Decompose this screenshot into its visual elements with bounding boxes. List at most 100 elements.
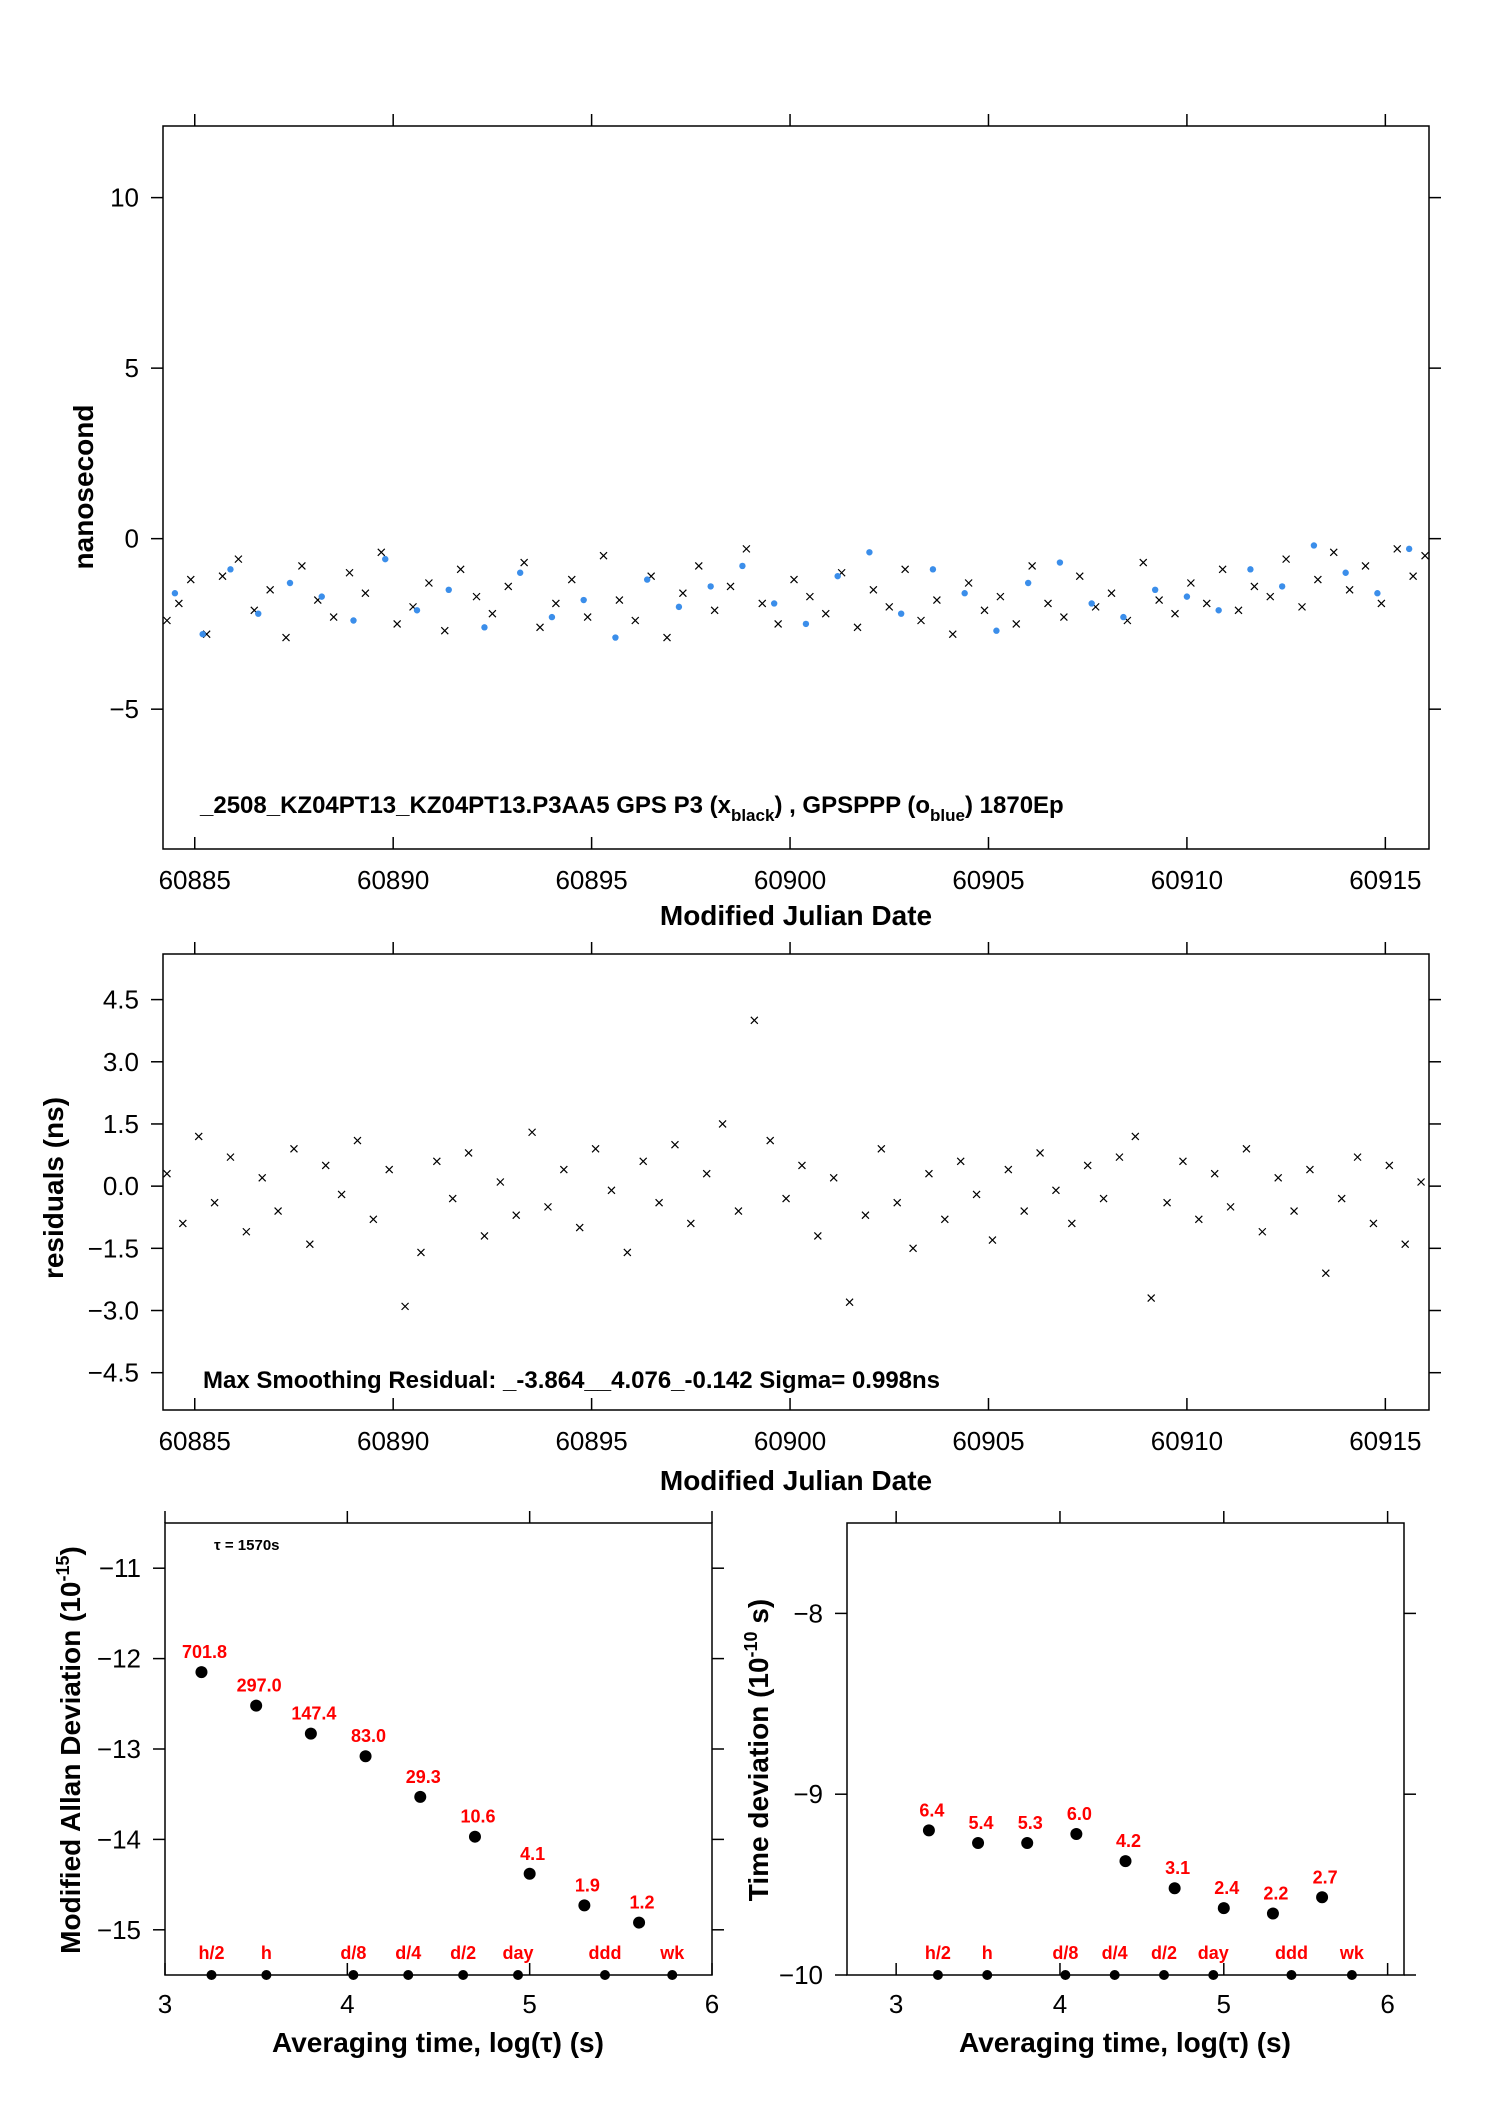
x-marker — [464, 1149, 473, 1157]
x-marker — [1298, 602, 1306, 611]
x-marker — [1067, 1219, 1076, 1228]
deviation-point — [1070, 1827, 1083, 1840]
blue-marker — [481, 624, 488, 631]
interval-label: ddd — [1275, 1943, 1308, 1963]
x-marker — [940, 1215, 949, 1224]
x-marker — [210, 1198, 219, 1207]
interval-marker — [1208, 1970, 1219, 1980]
x-marker — [893, 1198, 902, 1207]
mdev-ylabel-end: ) — [55, 1546, 86, 1555]
y-tick-label: −8 — [793, 1598, 823, 1628]
interval-marker — [261, 1970, 272, 1980]
x-marker — [901, 565, 910, 574]
annotation-suffix: ) 1870Ep — [965, 792, 1064, 819]
x-tick-label: 5 — [522, 1989, 536, 2019]
x-tick-label: 4 — [1053, 1989, 1067, 2019]
x-marker — [559, 1165, 568, 1174]
x-marker — [448, 1194, 457, 1203]
deviation-point-label: 4.2 — [1116, 1831, 1141, 1851]
interval-label: day — [1198, 1943, 1229, 1963]
deviation-point — [468, 1830, 481, 1843]
deviation-point-label: 29.3 — [406, 1767, 441, 1787]
interval-marker — [1346, 1970, 1357, 1980]
x-tick-label: 60900 — [754, 1426, 826, 1456]
x-marker — [1385, 1161, 1394, 1170]
x-marker — [813, 1231, 822, 1240]
blue-marker — [516, 569, 524, 576]
deviation-point-label: 3.1 — [1165, 1858, 1190, 1878]
mdev-ylabel-text: Modified Allan Deviation (10 — [55, 1582, 86, 1954]
x-marker — [1242, 1144, 1251, 1153]
x-marker — [496, 1178, 505, 1186]
y-tick-label: 1.5 — [103, 1109, 139, 1139]
x-marker — [663, 633, 671, 642]
residuals-xlabel: Modified Julian Date — [660, 1465, 932, 1496]
residuals-marks — [163, 1016, 1425, 1311]
interval-label: d/2 — [450, 1943, 476, 1963]
x-marker — [361, 589, 370, 598]
x-marker — [178, 1219, 187, 1228]
x-tick-label: 60915 — [1349, 865, 1421, 895]
interval-label: ddd — [588, 1943, 621, 1963]
x-marker — [1258, 1227, 1267, 1236]
deviation-point-label: 5.3 — [1018, 1813, 1043, 1833]
x-marker — [734, 1207, 743, 1215]
blue-marker — [286, 579, 294, 587]
x-marker — [925, 1169, 933, 1178]
interval-label: d/8 — [1052, 1943, 1078, 1963]
x-marker — [964, 579, 973, 587]
y-tick-label: −3.0 — [88, 1296, 139, 1326]
interval-marker — [1109, 1970, 1120, 1980]
x-marker — [1163, 1198, 1171, 1207]
y-tick-label: −11 — [99, 1553, 141, 1583]
blue-marker — [1342, 569, 1349, 576]
y-tick-label: 4.5 — [103, 985, 139, 1015]
deviation-point — [523, 1867, 536, 1880]
x-marker — [758, 599, 767, 608]
x-marker — [1401, 1240, 1410, 1249]
x-tick-label: 60885 — [159, 1426, 231, 1456]
x-marker — [1218, 565, 1227, 574]
x-marker — [266, 585, 275, 594]
interval-label: day — [502, 1943, 533, 1963]
deviation-point — [633, 1916, 646, 1929]
x-marker — [174, 599, 183, 608]
blue-marker — [1215, 607, 1222, 614]
y-tick-label: −4.5 — [88, 1358, 139, 1388]
x-marker — [329, 613, 338, 622]
x-marker — [472, 592, 481, 601]
blue-marker — [770, 600, 778, 607]
x-marker — [1052, 1186, 1060, 1195]
interval-label: h/2 — [925, 1943, 951, 1963]
x-marker — [1274, 1173, 1283, 1182]
x-marker — [686, 1219, 695, 1228]
tdev-ylabel-text: Time deviation (10 — [743, 1657, 774, 1901]
residuals-annotation: Max Smoothing Residual: _-3.864__4.076_-… — [203, 1367, 940, 1394]
interval-marker — [458, 1970, 469, 1980]
tdev-marks: 6.4 5.4 5.3 6.0 4.2 3.1 2.4 2.2 2.7 h/2 h d/8 d/4 d/2… — [919, 1800, 1365, 1980]
blue-marker — [382, 555, 389, 563]
x-marker — [956, 1157, 965, 1166]
blue-marker — [548, 613, 556, 621]
interval-marker — [348, 1970, 359, 1980]
timeseries-ylabel: nanosecond — [68, 405, 99, 570]
interval-marker — [512, 1970, 523, 1980]
x-marker — [353, 1136, 362, 1145]
blue-marker — [445, 586, 452, 594]
x-marker — [583, 613, 592, 622]
timeseries-annotation: _2508_KZ04PT13_KZ04PT13.P3AA5 GPS P3 (xb… — [199, 792, 1064, 825]
blue-marker — [1183, 593, 1191, 600]
x-marker — [1194, 1215, 1203, 1224]
blue-marker — [675, 603, 683, 611]
x-marker — [1321, 1269, 1330, 1278]
x-tick-label: 60890 — [357, 1426, 429, 1456]
y-tick-label: −1.5 — [88, 1233, 139, 1263]
deviation-point — [1316, 1891, 1329, 1904]
interval-label: d/4 — [395, 1943, 421, 1963]
blue-marker — [1024, 579, 1032, 587]
x-marker — [948, 630, 957, 639]
interval-label: h/2 — [198, 1943, 224, 1963]
y-tick-label: 5 — [125, 353, 139, 383]
deviation-point — [250, 1699, 263, 1712]
x-tick-label: 60910 — [1151, 865, 1223, 895]
